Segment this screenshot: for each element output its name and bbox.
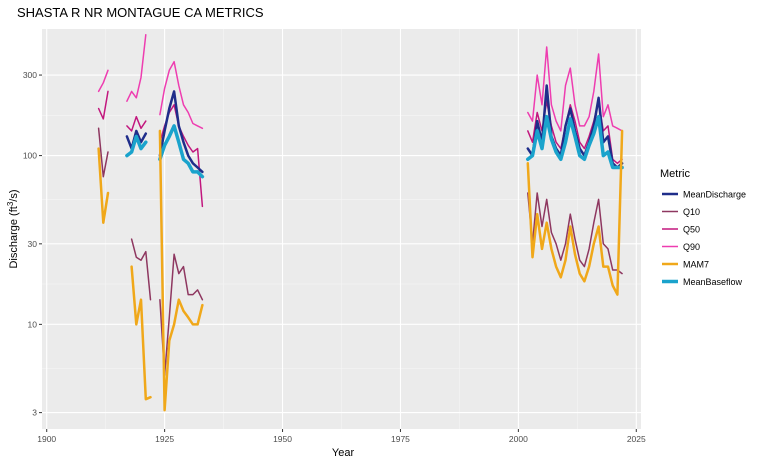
series-line (125, 134, 148, 158)
x-tick-label: 2000 (509, 434, 528, 444)
series-line (126, 33, 147, 102)
y-axis-title-sup: 3 (6, 201, 15, 206)
series-meanbaseflow (125, 114, 624, 179)
series-layer (97, 33, 624, 412)
chart-title: SHASTA R NR MONTAGUE CA METRICS (17, 5, 264, 20)
y-tick-label: 30 (28, 239, 38, 249)
legend-label-q90: Q90 (683, 242, 700, 252)
legend-label-meanbaseflow: MeanBaseflow (683, 277, 743, 287)
y-tick-label: 3 (32, 408, 37, 418)
x-axis-title: Year (332, 447, 355, 459)
series-line (130, 238, 152, 301)
series-line (125, 129, 148, 150)
series-line (97, 127, 109, 178)
y-tick-label: 300 (23, 70, 37, 80)
y-axis-title-pre: Discharge (ft (8, 206, 20, 268)
series-line (527, 46, 623, 132)
legend-label-q10: Q10 (683, 207, 700, 217)
series-line (527, 192, 623, 275)
series-line (159, 253, 204, 376)
x-tick-label: 1975 (391, 434, 410, 444)
series-line (97, 147, 110, 224)
legend-title: Metric (660, 168, 690, 180)
series-q10 (97, 127, 623, 376)
x-tick-label: 1925 (155, 434, 174, 444)
y-tick-label: 10 (28, 319, 38, 329)
y-axis-title: Discharge (ft3/s) (6, 189, 20, 268)
series-line (526, 129, 624, 296)
x-tick-label: 1900 (37, 434, 56, 444)
series-line (97, 69, 109, 93)
y-axis-title-post: /s) (8, 189, 20, 201)
y-tick-label: 100 (23, 151, 37, 161)
series-line (158, 129, 204, 412)
series-mam7 (97, 129, 624, 412)
legend-label-meandischarge: MeanDischarge (683, 190, 746, 200)
series-line (130, 265, 152, 401)
series-q90 (97, 33, 623, 132)
legend: Metric MeanDischarge Q10 Q50 Q90 MAM7 MeanBas… (660, 168, 746, 287)
series-line (126, 115, 147, 132)
legend-label-mam7: MAM7 (683, 260, 709, 270)
series-line (158, 124, 205, 179)
series-line (159, 60, 204, 130)
x-tick-label: 2025 (627, 434, 646, 444)
legend-label-q50: Q50 (683, 225, 700, 235)
series-line (526, 114, 624, 170)
series-line (97, 90, 109, 120)
x-tick-label: 1950 (273, 434, 292, 444)
axis-layer: 1900 1925 1950 1975 2000 2025 3 10 30 100 300 (23, 70, 646, 444)
series-line (158, 90, 204, 174)
